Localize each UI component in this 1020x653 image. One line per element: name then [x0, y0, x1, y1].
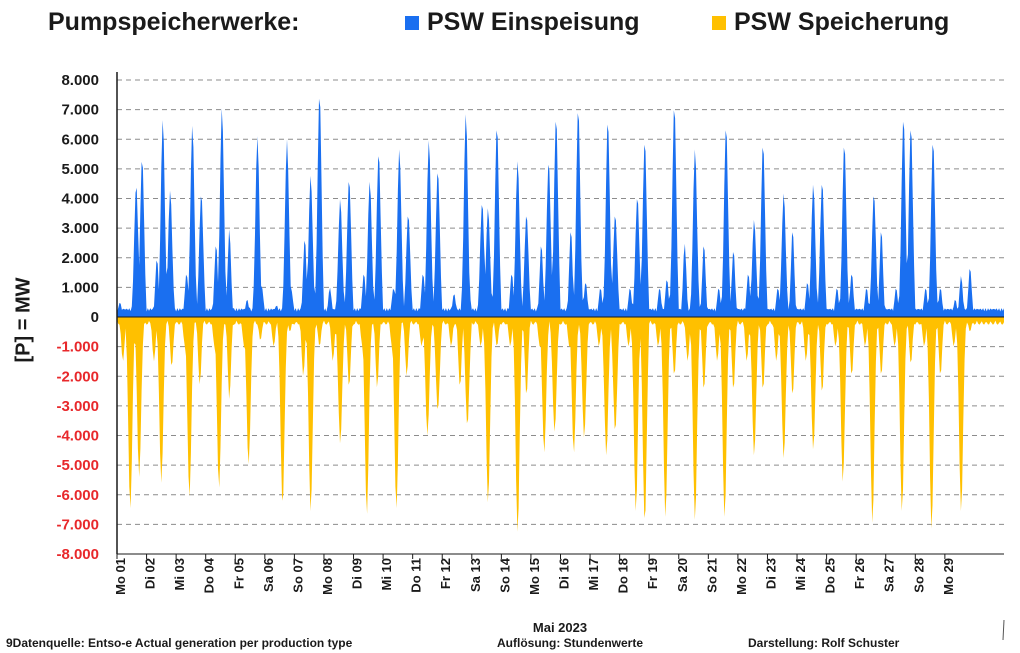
y-tick-label: 7.000 [61, 102, 99, 119]
x-tick-label: Do 25 [823, 558, 838, 593]
x-tick-label: Sa 20 [675, 558, 690, 592]
x-tick-label: Fr 12 [438, 558, 453, 589]
x-tick-label: Fr 26 [852, 558, 867, 589]
x-tick-label: Fr 05 [231, 558, 246, 589]
legend-item-einspeisung: PSW Einspeisung [405, 8, 640, 37]
footer-resolution: Auflösung: Stundenwerte [497, 636, 643, 650]
y-tick-label: -7.000 [56, 516, 99, 533]
x-tick-label: Di 02 [143, 558, 158, 589]
y-tick-label: 1.000 [61, 279, 99, 296]
legend-swatch-einspeisung [405, 15, 419, 30]
x-tick-label: So 21 [704, 558, 719, 593]
x-tick-label: Di 09 [350, 558, 365, 589]
series-area-einspeisung [117, 98, 1004, 317]
x-tick-label: Do 04 [202, 557, 217, 593]
x-tick-label: Mi 17 [586, 558, 601, 591]
y-tick-label: 0 [91, 309, 99, 326]
frame-line [1002, 619, 1005, 641]
y-tick-label: 6.000 [61, 131, 99, 148]
legend-swatch-speicherung [712, 15, 726, 30]
y-tick-label: -4.000 [56, 428, 99, 445]
x-tick-label: Sa 27 [882, 558, 897, 592]
footer-source: 9Datenquelle: Entso-e Actual generation … [6, 636, 353, 650]
x-tick-label: So 14 [497, 557, 512, 592]
y-tick-label: -2.000 [56, 368, 99, 385]
x-tick-label: So 07 [290, 558, 305, 593]
x-tick-label: Mo 22 [734, 558, 749, 595]
y-tick-label: 8.000 [61, 72, 99, 89]
chart-title: Pumpspeicherwerke: [48, 8, 300, 36]
y-tick-label: -5.000 [56, 457, 99, 474]
y-tick-label: -6.000 [56, 487, 99, 504]
footer-author: Darstellung: Rolf Schuster [748, 636, 900, 650]
x-tick-label: Fr 19 [645, 558, 660, 589]
series-area-speicherung [117, 317, 1004, 532]
x-tick-label: Mi 03 [172, 558, 187, 591]
x-axis-label: Mai 2023 [533, 620, 587, 635]
x-tick-label: Di 16 [557, 558, 572, 589]
legend-label-speicherung: PSW Speicherung [734, 8, 950, 36]
y-tick-label: 2.000 [61, 250, 99, 267]
x-tick-label: Mi 10 [379, 558, 394, 591]
y-tick-label: 3.000 [61, 220, 99, 237]
x-tick-label: Mo 15 [527, 558, 542, 595]
y-tick-label: -3.000 [56, 398, 99, 415]
x-tick-label: Mo 08 [320, 558, 335, 595]
x-tick-label: Do 18 [616, 558, 631, 593]
y-tick-label: 5.000 [61, 161, 99, 178]
y-tick-label: -1.000 [56, 339, 99, 356]
y-tick-label: -8.000 [56, 546, 99, 563]
x-tick-label: Mo 29 [941, 558, 956, 595]
x-tick-label: Mi 24 [793, 557, 808, 590]
x-tick-label: Mo 01 [113, 558, 128, 595]
y-tick-label: 4.000 [61, 191, 99, 208]
x-tick-label: So 28 [911, 558, 926, 593]
legend-item-speicherung: PSW Speicherung [712, 8, 949, 37]
x-tick-label: Do 11 [409, 558, 424, 593]
x-tick-label: Di 23 [764, 558, 779, 589]
legend-label-einspeisung: PSW Einspeisung [427, 8, 640, 36]
x-tick-label: Sa 13 [468, 558, 483, 592]
x-tick-label: Sa 06 [261, 558, 276, 592]
